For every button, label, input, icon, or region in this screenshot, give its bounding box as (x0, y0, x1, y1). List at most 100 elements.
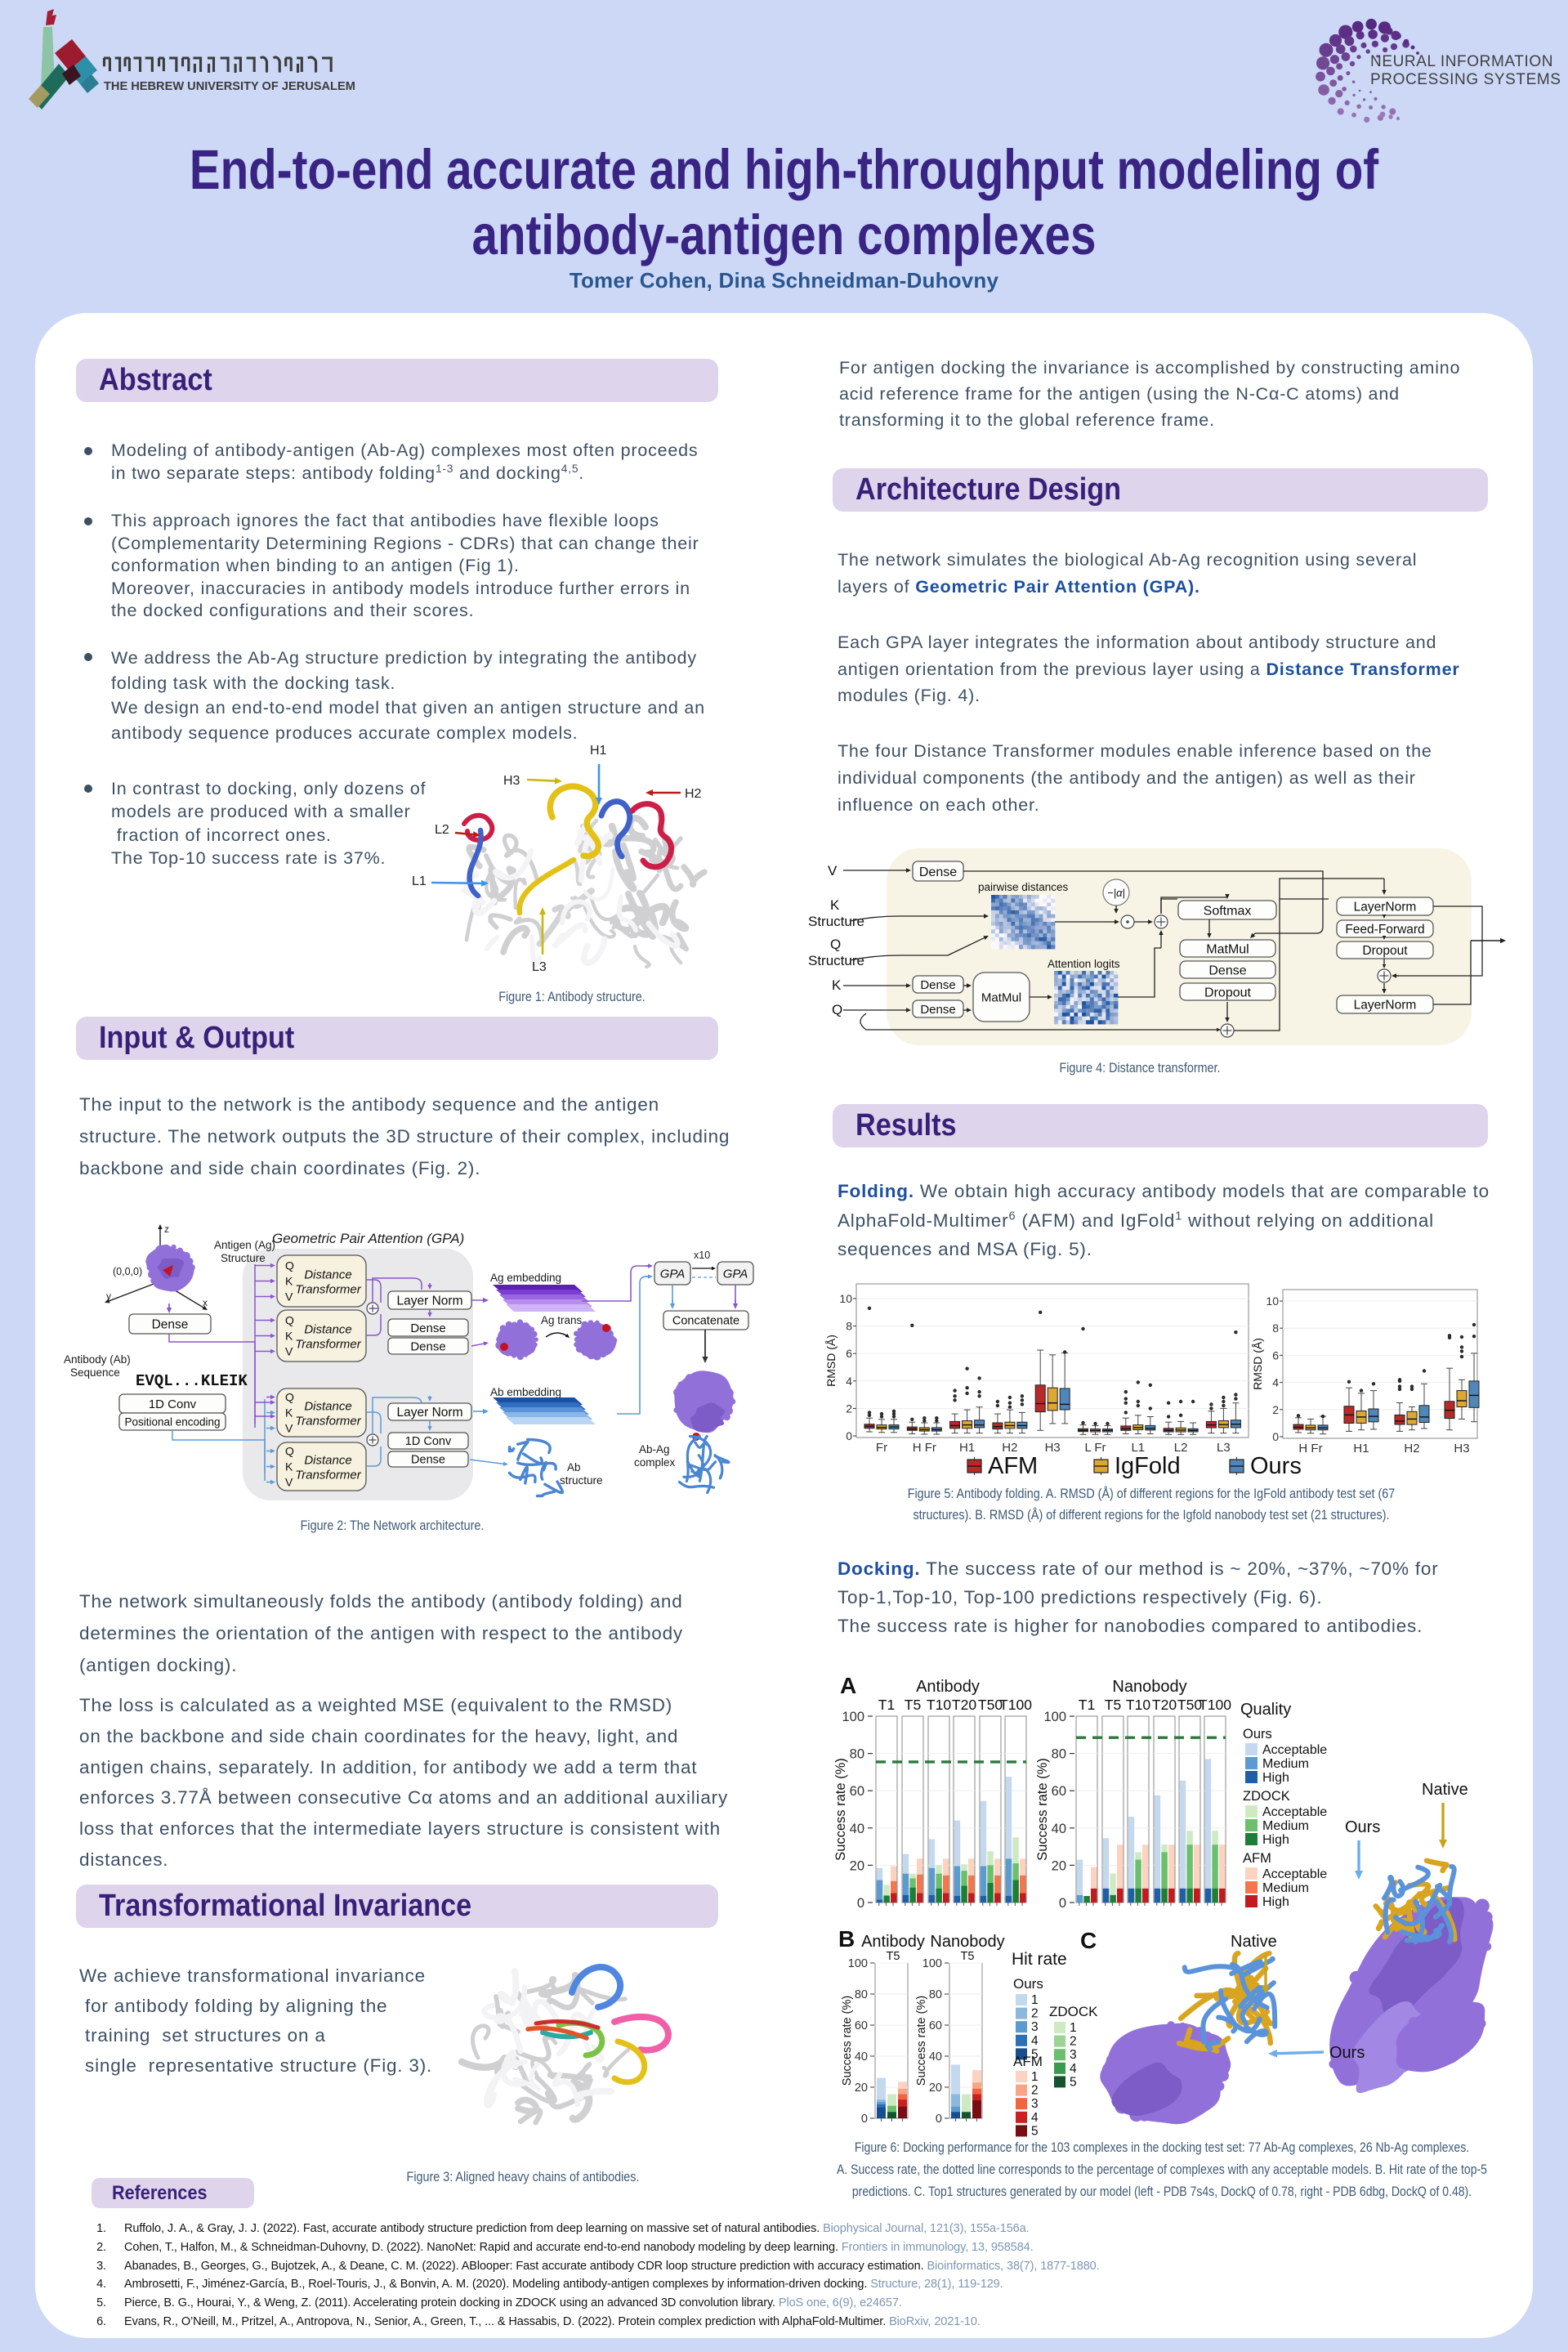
svg-text:10: 10 (1266, 1294, 1279, 1308)
svg-text:Structure: Structure (808, 914, 864, 929)
svg-text:Structure: Structure (808, 953, 864, 968)
svg-text:4: 4 (1031, 2034, 1039, 2048)
svg-text:T10: T10 (927, 1697, 951, 1713)
svg-text:Native: Native (1422, 1781, 1468, 1799)
svg-text:Antibody: Antibody (861, 1933, 925, 1951)
svg-text:4: 4 (1070, 2062, 1077, 2076)
svg-text:Ours: Ours (1243, 1727, 1272, 1742)
svg-text:GPA: GPA (660, 1267, 686, 1281)
svg-text:0: 0 (861, 2113, 868, 2126)
svg-text:4: 4 (1031, 2111, 1039, 2125)
svg-text:Geometric Pair Attention (GPA): Geometric Pair Attention (GPA) (272, 1231, 464, 1246)
svg-text:0: 0 (857, 1896, 864, 1911)
svg-text:AFM: AFM (1243, 1851, 1271, 1866)
svg-text:H3: H3 (1454, 1442, 1469, 1455)
svg-text:Dense: Dense (152, 1318, 189, 1332)
svg-text:Transformer: Transformer (295, 1283, 362, 1297)
svg-text:structure: structure (560, 1474, 603, 1487)
svg-text:K: K (830, 897, 840, 913)
svg-text:3: 3 (1031, 2097, 1039, 2111)
svg-text:Native: Native (1231, 1933, 1277, 1951)
svg-text:Transformer: Transformer (295, 1338, 362, 1352)
svg-text:Softmax: Softmax (1204, 904, 1252, 918)
svg-text:Ours: Ours (1250, 1453, 1302, 1479)
svg-text:H3: H3 (1045, 1441, 1061, 1455)
svg-text:40: 40 (1052, 1822, 1066, 1836)
svg-text:x10: x10 (694, 1250, 710, 1261)
svg-text:K: K (285, 1460, 293, 1473)
svg-text:Q: Q (830, 937, 841, 952)
svg-text:5: 5 (1070, 2075, 1077, 2089)
svg-text:Medium: Medium (1262, 1757, 1309, 1771)
svg-text:LayerNorm: LayerNorm (1354, 999, 1417, 1013)
svg-text:AFM: AFM (988, 1453, 1038, 1479)
svg-text:y: y (106, 1290, 111, 1302)
svg-text:Q: Q (832, 1002, 842, 1017)
svg-text:AFM: AFM (1013, 2054, 1043, 2069)
svg-text:Nanobody: Nanobody (930, 1933, 1004, 1951)
svg-text:80: 80 (850, 1747, 864, 1762)
svg-text:Positional encoding: Positional encoding (124, 1415, 220, 1428)
svg-text:T20: T20 (1152, 1697, 1177, 1713)
svg-text:40: 40 (929, 2050, 942, 2064)
svg-text:T100: T100 (1199, 1697, 1231, 1713)
svg-text:ZDOCK: ZDOCK (1049, 2004, 1098, 2019)
svg-text:K: K (285, 1275, 293, 1288)
svg-text:Ab embedding: Ab embedding (490, 1386, 561, 1398)
svg-text:PROCESSING SYSTEMS: PROCESSING SYSTEMS (1370, 71, 1561, 88)
svg-text:1D Conv: 1D Conv (149, 1397, 197, 1411)
svg-text:H2: H2 (685, 787, 702, 801)
svg-text:Concatenate: Concatenate (672, 1315, 739, 1328)
svg-text:T5: T5 (905, 1697, 921, 1713)
svg-text:Q: Q (285, 1314, 294, 1327)
svg-text:L3: L3 (532, 960, 547, 974)
svg-text:4: 4 (846, 1375, 852, 1388)
svg-text:Dense: Dense (411, 1454, 445, 1467)
svg-text:Dense: Dense (920, 978, 955, 992)
svg-text:V: V (285, 1290, 293, 1303)
svg-text:5: 5 (1031, 2047, 1039, 2061)
svg-text:Layer Norm: Layer Norm (397, 1406, 463, 1420)
svg-text:20: 20 (1052, 1858, 1066, 1873)
svg-text:High: High (1262, 1895, 1289, 1909)
svg-text:80: 80 (855, 1988, 868, 2001)
svg-text:MatMul: MatMul (1206, 942, 1249, 956)
svg-text:Distance: Distance (304, 1454, 351, 1468)
svg-text:Q: Q (285, 1445, 294, 1458)
svg-text:NEURAL INFORMATION: NEURAL INFORMATION (1370, 53, 1553, 70)
svg-text:Transformer: Transformer (295, 1469, 362, 1482)
svg-text:Q: Q (285, 1391, 294, 1404)
svg-text:Dense: Dense (410, 1321, 445, 1335)
svg-text:2: 2 (1272, 1403, 1279, 1416)
svg-text:Acceptable: Acceptable (1262, 1867, 1327, 1881)
svg-text:Sequence: Sequence (70, 1366, 120, 1379)
svg-text:Distance: Distance (304, 1268, 351, 1282)
svg-text:0: 0 (1272, 1430, 1279, 1443)
svg-text:Medium: Medium (1262, 1819, 1309, 1833)
svg-text:Ab: Ab (567, 1461, 581, 1473)
svg-text:EVQL...KLEIK: EVQL...KLEIK (136, 1372, 248, 1390)
svg-text:20: 20 (850, 1858, 864, 1873)
svg-text:Medium: Medium (1262, 1881, 1309, 1895)
svg-text:Dense: Dense (1208, 964, 1246, 977)
svg-text:V: V (285, 1345, 293, 1358)
svg-text:6: 6 (1272, 1348, 1279, 1362)
svg-text:3: 3 (1070, 2048, 1077, 2062)
svg-text:0: 0 (936, 2113, 942, 2126)
svg-text:H Fr: H Fr (913, 1441, 936, 1455)
svg-text:4: 4 (1272, 1376, 1279, 1389)
svg-text:2: 2 (1031, 2084, 1039, 2098)
svg-text:Dense: Dense (919, 865, 957, 879)
svg-text:Structure: Structure (221, 1252, 266, 1264)
svg-text:K: K (285, 1406, 293, 1420)
svg-text:60: 60 (929, 2019, 942, 2032)
svg-text:60: 60 (1052, 1784, 1066, 1799)
svg-text:T50: T50 (1177, 1697, 1202, 1713)
svg-text:Ag trans: Ag trans (541, 1314, 583, 1326)
svg-text:2: 2 (846, 1402, 852, 1415)
svg-text:Ours: Ours (1329, 2044, 1365, 2062)
svg-text:Success rate (%): Success rate (%) (841, 1996, 854, 2086)
svg-text:T10: T10 (1126, 1697, 1150, 1713)
svg-text:Acceptable: Acceptable (1262, 1743, 1327, 1757)
svg-text:T1: T1 (878, 1697, 895, 1713)
